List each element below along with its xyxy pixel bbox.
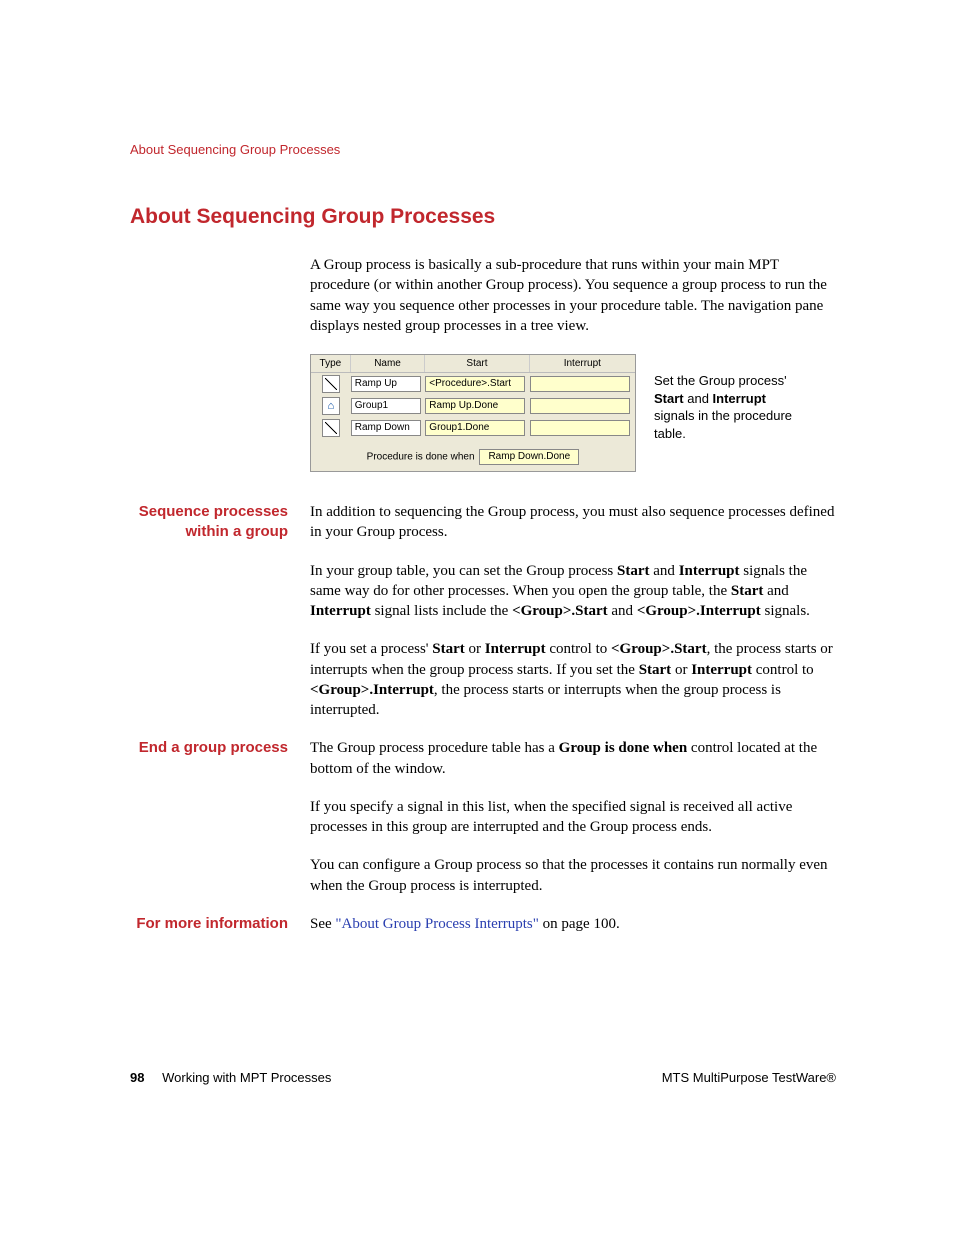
- row-interrupt: [530, 376, 630, 392]
- page-footer: 98 Working with MPT Processes MTS MultiP…: [130, 1070, 836, 1085]
- row-start: Group1.Done: [425, 420, 525, 436]
- footer-label: Procedure is done when: [367, 452, 475, 463]
- table-row: Ramp Down Group1.Done: [311, 417, 635, 439]
- row-interrupt: [530, 420, 630, 436]
- row-name: Group1: [351, 398, 421, 414]
- procedure-table: Type Name Start Interrupt Ramp Up <Proce…: [310, 354, 636, 472]
- footer-product: MTS MultiPurpose TestWare®: [662, 1070, 836, 1085]
- side-heading-more-info: For more information: [130, 914, 310, 934]
- end-paragraph-3: You can configure a Group process so tha…: [310, 855, 836, 896]
- row-start: <Procedure>.Start: [425, 376, 525, 392]
- table-row: Ramp Up <Procedure>.Start: [311, 373, 635, 395]
- footer-section: Working with MPT Processes: [162, 1070, 331, 1085]
- side-heading-end: End a group process: [130, 738, 310, 779]
- figure-annotation: Set the Group process' Start and Interru…: [654, 372, 794, 442]
- intro-paragraph: A Group process is basically a sub-proce…: [310, 255, 836, 336]
- seq-paragraph-1: In addition to sequencing the Group proc…: [310, 502, 836, 543]
- col-header-name: Name: [351, 355, 426, 372]
- group-icon: ⌂: [322, 397, 340, 415]
- ramp-icon: [322, 375, 340, 393]
- page-number: 98: [130, 1070, 144, 1085]
- row-start: Ramp Up.Done: [425, 398, 525, 414]
- more-info-paragraph: See "About Group Process Interrupts" on …: [310, 914, 836, 934]
- col-header-start: Start: [425, 355, 529, 372]
- side-heading-sequence: Sequence processes within a group: [130, 502, 310, 543]
- col-header-interrupt: Interrupt: [530, 355, 635, 372]
- page-title: About Sequencing Group Processes: [130, 205, 836, 229]
- cross-reference-link[interactable]: "About Group Process Interrupts": [335, 916, 538, 932]
- running-header: About Sequencing Group Processes: [130, 142, 836, 157]
- end-paragraph-2: If you specify a signal in this list, wh…: [310, 797, 836, 838]
- end-paragraph-1: The Group process procedure table has a …: [310, 738, 836, 779]
- row-name: Ramp Up: [351, 376, 421, 392]
- seq-paragraph-3: If you set a process' Start or Interrupt…: [310, 639, 836, 720]
- table-footer: Procedure is done when Ramp Down.Done: [311, 439, 635, 471]
- ramp-icon: [322, 419, 340, 437]
- table-row: ⌂ Group1 Ramp Up.Done: [311, 395, 635, 417]
- seq-paragraph-2: In your group table, you can set the Gro…: [310, 561, 836, 622]
- table-header-row: Type Name Start Interrupt: [311, 355, 635, 373]
- row-interrupt: [530, 398, 630, 414]
- footer-value: Ramp Down.Done: [479, 449, 579, 465]
- col-header-type: Type: [311, 355, 351, 372]
- procedure-table-figure: Type Name Start Interrupt Ramp Up <Proce…: [310, 354, 836, 472]
- row-name: Ramp Down: [351, 420, 421, 436]
